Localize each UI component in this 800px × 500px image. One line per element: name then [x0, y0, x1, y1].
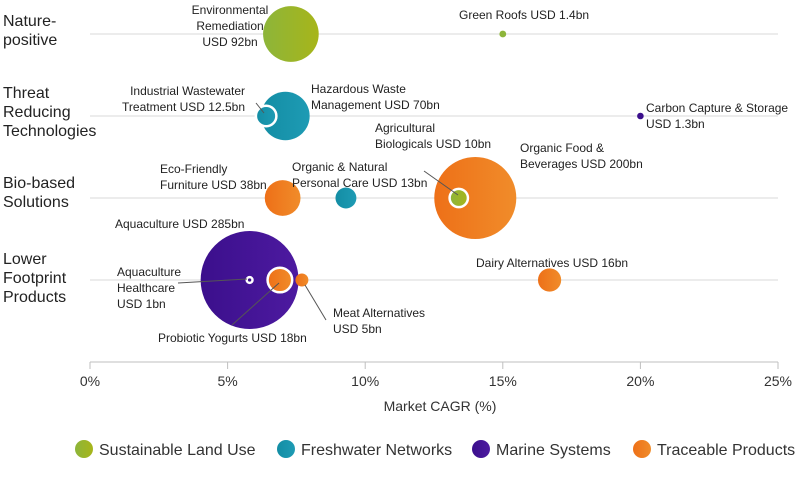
bubble-label-5: Organic Food & Beverages USD 200bn [520, 141, 643, 171]
legend-swatch [633, 440, 651, 458]
leader-line-11 [177, 278, 248, 284]
bubble-bio-8 [335, 187, 357, 209]
bubble-label-line: Healthcare [117, 281, 175, 295]
bubble-lower-12 [295, 273, 309, 287]
bubble-label-line: Environmental [192, 3, 269, 17]
leader-line-12 [304, 284, 327, 321]
bubble-label-12: Meat Alternatives USD 5bn [333, 306, 425, 336]
bubble-label-0: Environmental Remediation USD 92bn [192, 3, 269, 49]
bubble-label-line: Remediation [196, 19, 263, 33]
row-label-lower: Lower Footprint Products [3, 251, 67, 306]
row-label-line: Nature- [3, 13, 56, 30]
bubble-bio-6 [448, 187, 470, 209]
bubble-labels: Environmental Remediation USD 92bn Green Ro… [115, 3, 788, 345]
bubble-label-3: Hazardous Waste Management USD 70bn [311, 82, 440, 112]
bubble-label-line: Organic & Natural [292, 160, 387, 174]
bubble-label-line: Industrial Wastewater [130, 84, 245, 98]
bubble-label-4: Carbon Capture & Storage USD 1.3bn [646, 101, 788, 131]
bubble-label-line: Treatment USD 12.5bn [122, 100, 245, 114]
row-label-bio: Bio-based Solutions [3, 175, 75, 211]
x-tick-label: 25% [764, 373, 792, 389]
x-axis-title: Market CAGR (%) [384, 398, 497, 414]
bubble-label-line: Agricultural [375, 121, 435, 135]
bubble-label-line: Aquaculture USD 285bn [115, 217, 244, 231]
bubble-label-line: Furniture USD 38bn [160, 178, 267, 192]
legend-item-fresh: Freshwater Networks [277, 440, 452, 459]
leader-lines [177, 102, 459, 326]
bubble-label-line: Meat Alternatives [333, 306, 425, 320]
bubble-bio-7 [264, 180, 301, 216]
bubble-label-line: Probiotic Yogurts USD 18bn [158, 331, 307, 345]
bubble-label-line: Aquaculture [117, 265, 181, 279]
row-label-line: Products [3, 289, 66, 306]
row-label-line: Lower [3, 251, 47, 268]
bubble-nature-1 [499, 30, 507, 38]
bubble-label-8: Organic & Natural Personal Care USD 13bn [292, 160, 427, 190]
bubble-label-line: Eco-Friendly [160, 162, 227, 176]
row-gridlines [90, 33, 778, 281]
bubble-label-line: Organic Food & [520, 141, 604, 155]
bubble-label-line: USD 92bn [202, 35, 257, 49]
bubble-nature-0 [263, 6, 319, 62]
bubble-label-line: USD 5bn [333, 322, 382, 336]
bubble-label-line: USD 1bn [117, 297, 166, 311]
row-label-line: Threat [3, 85, 50, 102]
row-label-line: positive [3, 32, 57, 49]
bubble-threat-2 [254, 104, 278, 128]
bubble-label-line: Carbon Capture & Storage [646, 101, 788, 115]
bubble-label-11: Aquaculture Healthcare USD 1bn [117, 265, 181, 311]
bubble-label-6: Agricultural Biologicals USD 10bn [375, 121, 491, 151]
legend-item-marine: Marine Systems [472, 440, 611, 459]
bubble-lower-11 [245, 275, 254, 285]
x-tick-label: 10% [351, 373, 379, 389]
bubble-label-line: Green Roofs USD 1.4bn [459, 8, 589, 22]
bubble-label-line: Hazardous Waste [311, 82, 406, 96]
x-tick-label: 0% [80, 373, 100, 389]
row-label-line: Bio-based [3, 175, 75, 192]
row-label-threat: Threat Reducing Technologies [3, 85, 96, 140]
bubble-label-1: Green Roofs USD 1.4bn [459, 8, 589, 22]
legend-swatch [75, 440, 93, 458]
x-tick-label: 15% [489, 373, 517, 389]
x-tick-label: 5% [217, 373, 237, 389]
leader-line-6 [423, 170, 459, 196]
bubble-threat-4 [637, 112, 644, 120]
bubble-threat-3 [261, 91, 310, 141]
legend-item-trace: Traceable Products [633, 440, 795, 459]
bubble-label-10: Probiotic Yogurts USD 18bn [158, 331, 307, 345]
legend-label: Traceable Products [657, 442, 795, 459]
row-label-nature: Nature-positive [3, 13, 57, 49]
bubble-label-line: Management USD 70bn [311, 98, 440, 112]
bubble-label-line: USD 1.3bn [646, 117, 705, 131]
bubble-label-line: Beverages USD 200bn [520, 157, 643, 171]
legend-label: Freshwater Networks [301, 442, 452, 459]
row-label-line: Footprint [3, 270, 67, 287]
bubble-label-2: Industrial Wastewater Treatment USD 12.5b… [122, 84, 245, 114]
x-tick-label: 20% [626, 373, 654, 389]
row-label-line: Solutions [3, 194, 69, 211]
bubble-label-line: Biologicals USD 10bn [375, 137, 491, 151]
bubble-lower-10 [266, 266, 294, 294]
legend-swatch [472, 440, 490, 458]
row-labels: Nature-positive Threat Reducing Technologie… [3, 13, 96, 306]
x-axis: 0% 5% 10% 15% 20% 25% [80, 361, 792, 389]
bubble-label-13: Dairy Alternatives USD 16bn [476, 256, 628, 270]
bubble-label-9: Aquaculture USD 285bn [115, 217, 244, 231]
row-label-line: Reducing [3, 104, 71, 121]
legend-swatch [277, 440, 295, 458]
bubble-label-line: Personal Care USD 13bn [292, 176, 427, 190]
bubble-label-7: Eco-Friendly Furniture USD 38bn [160, 162, 267, 192]
bubbles [200, 6, 644, 329]
legend: Sustainable Land Use Freshwater Networks M… [75, 440, 795, 459]
row-label-line: Technologies [3, 123, 96, 140]
legend-label: Sustainable Land Use [99, 442, 256, 459]
leader-line-10 [231, 282, 280, 326]
bubble-label-line: Dairy Alternatives USD 16bn [476, 256, 628, 270]
legend-item-land: Sustainable Land Use [75, 440, 256, 459]
legend-label: Marine Systems [496, 442, 611, 459]
leader-line-2 [255, 102, 265, 114]
bubble-bio-5 [434, 156, 517, 240]
bubble-lower-13 [537, 268, 562, 292]
